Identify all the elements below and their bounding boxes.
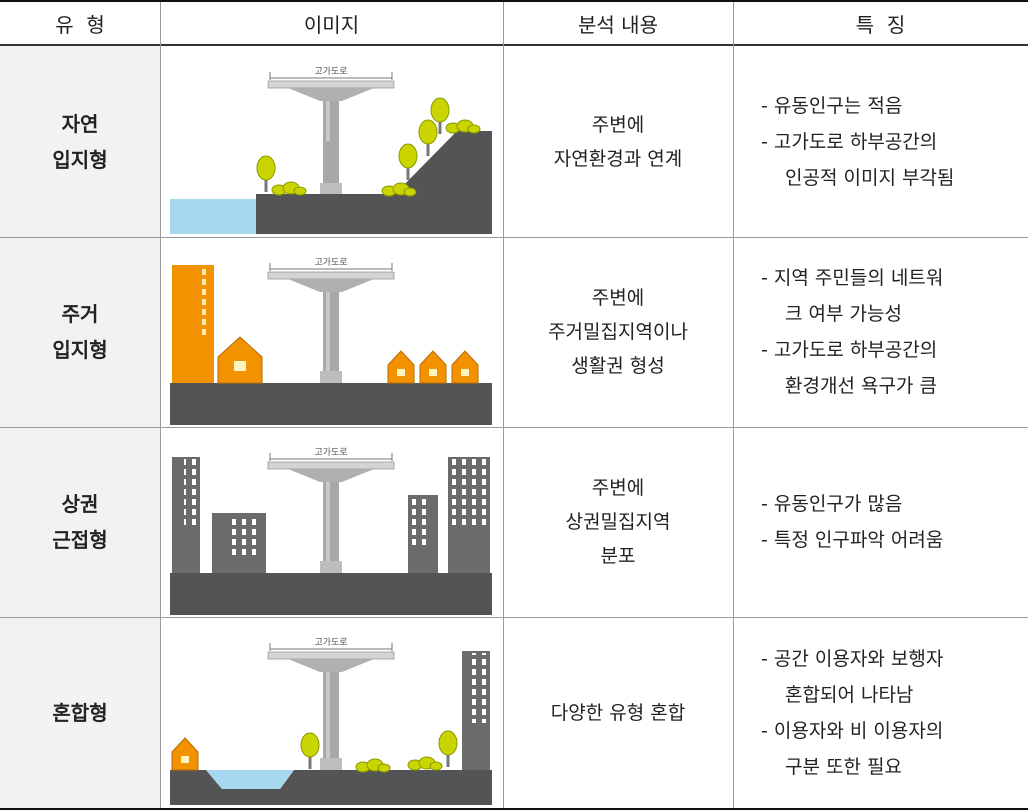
type-label: 혼합형 xyxy=(52,700,108,725)
top-rule xyxy=(0,0,1028,2)
analysis-cell: 다양한 유형 혼합 xyxy=(503,617,733,808)
bottom-rule xyxy=(0,808,1028,810)
illustration-natural: 고가도로 xyxy=(170,66,492,234)
feature-line: - 특정 인구파악 어려움 xyxy=(761,529,944,551)
feature-line: 구분 또한 필요 xyxy=(785,755,902,778)
bridge-label: 고가도로 xyxy=(314,257,347,268)
analysis-line: 주변에 xyxy=(591,287,645,309)
type-label: 입지형 xyxy=(52,147,108,172)
analysis-line: 자연환경과 연계 xyxy=(553,147,683,170)
analysis-line: 생활권 형성 xyxy=(571,355,665,377)
type-label: 자연 xyxy=(61,111,99,136)
type-cell: 혼합형 xyxy=(0,617,160,808)
type-label: 상권 xyxy=(61,492,99,516)
bridge-label: 고가도로 xyxy=(314,637,347,648)
bridge-label: 고가도로 xyxy=(314,66,347,77)
bridge-label: 고가도로 xyxy=(314,447,347,458)
row-rule xyxy=(0,617,1028,618)
analysis-line: 분포 xyxy=(600,545,636,567)
illustration-commercial: 고가도로 xyxy=(170,447,492,615)
feature-line: - 지역 주민들의 네트워 xyxy=(761,267,944,289)
analysis-line: 다양한 유형 혼합 xyxy=(550,701,686,724)
header-cell: 분석 내용 xyxy=(578,12,658,37)
analysis-line: 주변에 xyxy=(591,477,645,499)
feature-line: - 공간 이용자와 보행자 xyxy=(761,647,944,670)
analysis-line: 주거밀집지역이나 xyxy=(548,321,688,343)
row-rule xyxy=(0,237,1028,238)
feature-line: - 고가도로 하부공간의 xyxy=(761,130,938,153)
feature-line: 크 여부 가능성 xyxy=(785,303,902,325)
header-cell: 특 징 xyxy=(855,12,906,37)
analysis-line: 상권밀집지역 xyxy=(565,511,671,533)
illustration-mixed: 고가도로 xyxy=(170,637,492,805)
feature-line: - 유동인구가 많음 xyxy=(761,493,903,515)
type-label: 주거 xyxy=(61,302,99,326)
col-rule xyxy=(160,2,161,808)
features-cell: - 유동인구가 많음 - 특정 인구파악 어려움 xyxy=(733,427,1028,617)
analysis-line: 주변에 xyxy=(591,113,645,136)
col-rule xyxy=(733,2,734,808)
header-cell: 이미지 xyxy=(303,12,360,37)
feature-line: 혼합되어 나타남 xyxy=(785,683,914,706)
feature-line: - 유동인구는 적음 xyxy=(761,94,903,117)
feature-line: - 고가도로 하부공간의 xyxy=(761,339,938,361)
type-label: 근접형 xyxy=(52,528,108,552)
feature-line: 환경개선 욕구가 큼 xyxy=(785,375,937,397)
feature-line: 인공적 이미지 부각됨 xyxy=(785,166,955,189)
illustration-residential: 고가도로 xyxy=(170,257,492,425)
header-rule xyxy=(0,44,1028,46)
type-label: 입지형 xyxy=(52,338,108,362)
row-rule xyxy=(0,427,1028,428)
header-cell: 유 형 xyxy=(55,12,105,37)
col-rule xyxy=(503,2,504,808)
feature-line: - 이용자와 비 이용자의 xyxy=(761,719,944,742)
